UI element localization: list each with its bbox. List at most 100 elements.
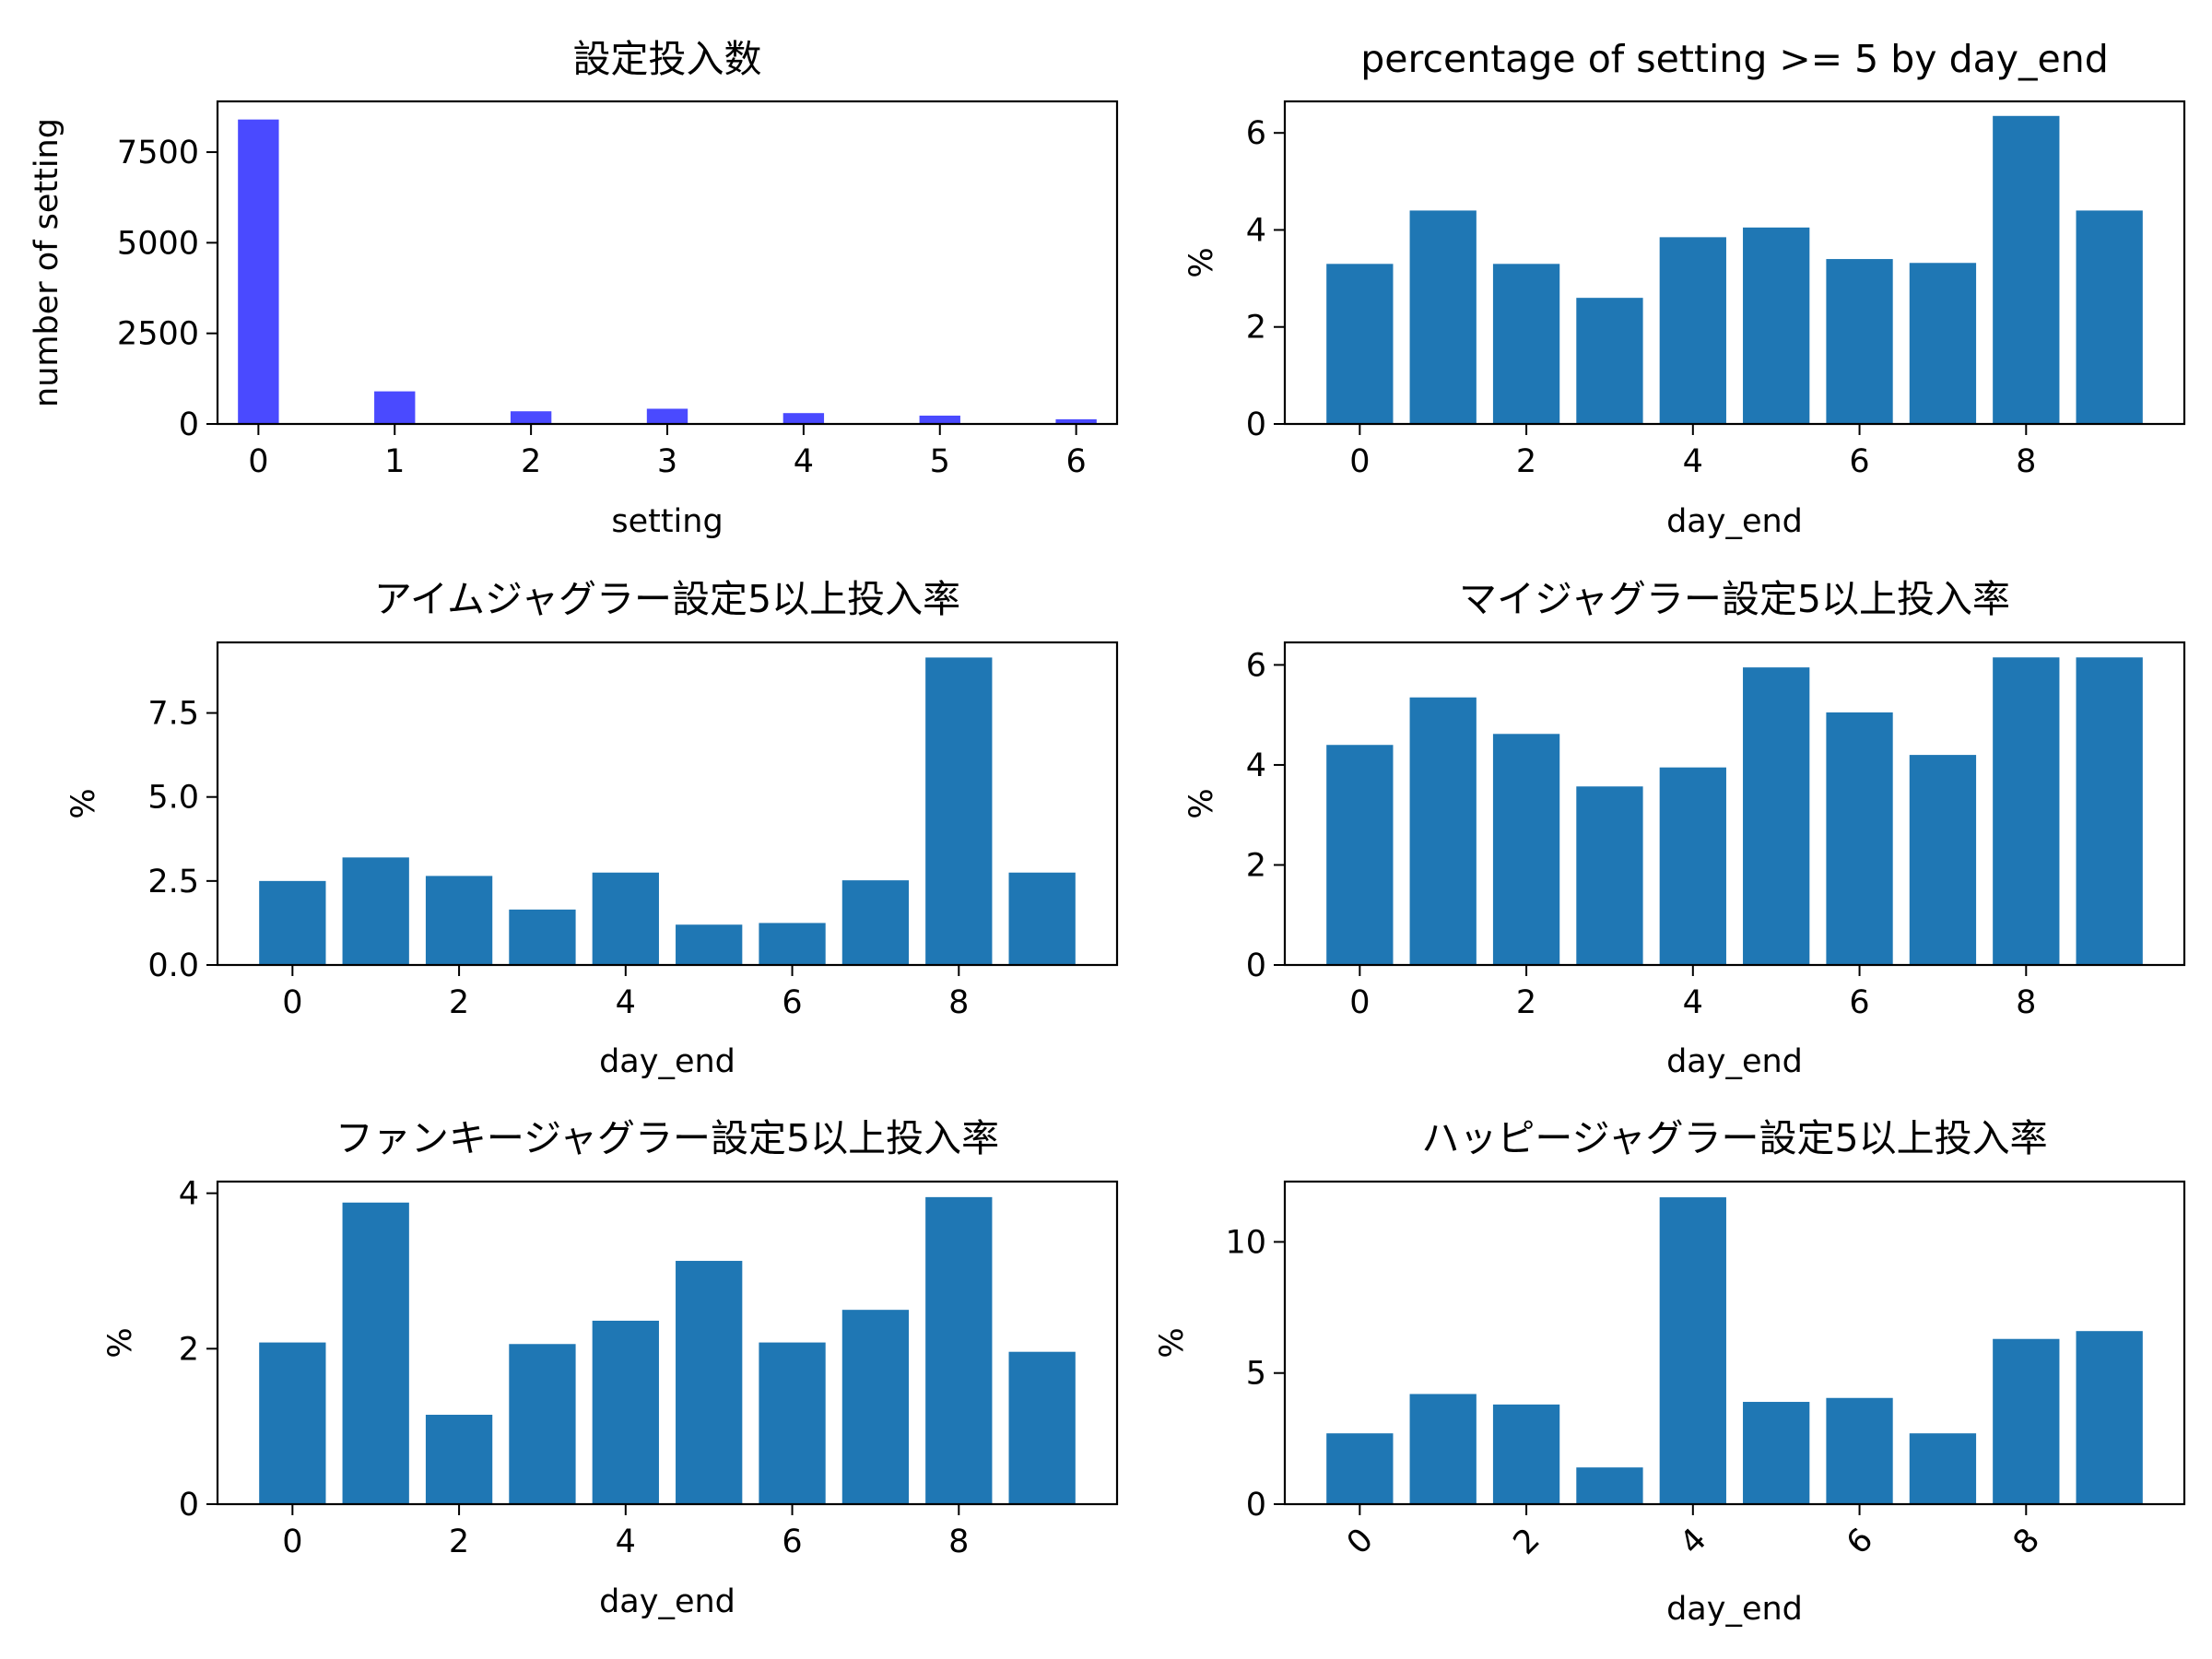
y-axis-label: % [102, 1327, 139, 1358]
x-axis-label: setting [611, 503, 723, 540]
bar [1409, 697, 1477, 965]
y-axis-ticks: 0 5 10 [1225, 1224, 1285, 1524]
y-axis-ticks: 0.0 2.5 5.0 7.5 [147, 696, 218, 984]
panel-title: マイジャグラー設定5以上投入率 [1459, 577, 2010, 621]
x-tick-label: 5 [930, 443, 950, 480]
x-tick-label: 6 [1849, 984, 1869, 1021]
x-tick-label: 2 [1507, 1522, 1547, 1562]
bar [1909, 755, 1977, 965]
x-tick-label: 0 [248, 443, 268, 480]
x-axis-ticks: 0 2 4 6 8 [1349, 424, 2036, 480]
y-tick-label: 0 [1246, 947, 1266, 984]
bar [2076, 1331, 2143, 1504]
y-axis-ticks: 0 2 4 6 [1246, 115, 1285, 443]
bar [1993, 115, 2060, 424]
bar [925, 657, 993, 965]
bar-group [238, 119, 1097, 425]
y-tick-label: 5.0 [147, 780, 199, 817]
bar [1826, 712, 1893, 965]
y-tick-label: 2500 [117, 316, 199, 353]
bar [1008, 1351, 1076, 1504]
x-tick-label: 4 [616, 1524, 636, 1560]
y-tick-label: 4 [1246, 212, 1266, 249]
y-tick-label: 7.5 [147, 696, 199, 733]
y-tick-label: 7500 [117, 135, 199, 171]
x-tick-label: 4 [1683, 443, 1703, 480]
bar [676, 924, 743, 965]
y-tick-label: 5000 [117, 225, 199, 262]
x-axis-label: day_end [599, 1583, 735, 1620]
bar-group [1326, 1197, 2143, 1504]
x-tick-label: 6 [1849, 443, 1869, 480]
x-axis-ticks: 0 2 4 6 8 [1340, 1504, 2047, 1562]
y-tick-label: 0 [179, 1487, 199, 1524]
y-axis-label: % [1183, 247, 1220, 277]
bar [592, 1320, 659, 1504]
y-tick-label: 2 [1246, 847, 1266, 884]
bar [425, 1415, 493, 1504]
x-tick-label: 2 [1516, 984, 1536, 1021]
bar [841, 880, 910, 965]
x-tick-label: 0 [282, 1524, 302, 1560]
y-tick-label: 0 [1246, 1487, 1266, 1524]
y-tick-label: 0.0 [147, 947, 199, 984]
bar [1993, 657, 2060, 965]
bar [1576, 298, 1643, 424]
x-tick-label: 6 [1065, 443, 1086, 480]
plot-frame [1283, 100, 2186, 426]
x-tick-label: 2 [449, 1524, 469, 1560]
panel-setting-count: 設定投入数 0 1 2 3 4 5 6 0 2500 5000 7500 setting numb… [29, 37, 1119, 540]
bar [1409, 1394, 1477, 1504]
plot-frame [1283, 641, 2186, 967]
y-axis-ticks: 0 2 4 [179, 1176, 218, 1524]
x-tick-label: 6 [1840, 1522, 1880, 1562]
x-tick-label: 1 [384, 443, 405, 480]
x-tick-label: 8 [948, 984, 969, 1021]
y-tick-label: 4 [179, 1176, 199, 1213]
plot-frame [216, 100, 1119, 426]
bar [1659, 237, 1726, 424]
x-tick-label: 0 [282, 984, 302, 1021]
bar [1576, 1467, 1643, 1504]
y-tick-label: 2 [179, 1331, 199, 1368]
y-axis-ticks: 0 2 4 6 [1246, 647, 1285, 984]
y-axis-label: % [65, 788, 102, 818]
x-tick-label: 2 [449, 984, 469, 1021]
x-tick-label: 0 [1349, 443, 1370, 480]
bar-group [259, 657, 1076, 965]
bar [1826, 1397, 1893, 1504]
bar [1826, 259, 1893, 424]
panel-im-juggler: アイムジャグラー設定5以上投入率 0 2 4 6 8 0.0 2.5 5.0 7.5 day_… [65, 577, 1119, 1080]
plot-frame [1283, 1180, 2186, 1506]
bar [782, 413, 825, 424]
x-axis-label: day_end [1666, 503, 1803, 540]
bar [1659, 767, 1726, 965]
panel-funky-juggler: ファンキージャグラー設定5以上投入率 0 2 4 6 8 0 2 4 day_end % [102, 1116, 1119, 1620]
panel-title: アイムジャグラー設定5以上投入率 [374, 577, 960, 621]
plot-frame [216, 641, 1119, 967]
y-tick-label: 0 [179, 406, 199, 443]
panel-my-juggler: マイジャグラー設定5以上投入率 0 2 4 6 8 0 2 4 6 day_end % [1183, 577, 2186, 1080]
bar [1993, 1338, 2060, 1504]
x-tick-label: 0 [1349, 984, 1370, 1021]
x-axis-label: day_end [1666, 1043, 1803, 1080]
x-axis-ticks: 0 1 2 3 4 5 6 [248, 424, 1087, 480]
x-tick-label: 4 [794, 443, 814, 480]
x-axis-ticks: 0 2 4 6 8 [282, 1504, 969, 1560]
y-tick-label: 4 [1246, 747, 1266, 784]
bar [759, 923, 826, 965]
x-axis-ticks: 0 2 4 6 8 [1349, 965, 2036, 1021]
x-tick-label: 4 [1683, 984, 1703, 1021]
bar [1743, 227, 1810, 424]
bar [1055, 418, 1097, 424]
y-axis-label: % [1154, 1327, 1191, 1358]
bar [2076, 210, 2143, 424]
bar [1326, 1433, 1394, 1504]
bar [259, 880, 326, 965]
y-tick-label: 6 [1246, 647, 1266, 684]
bar [925, 1196, 993, 1504]
bar [646, 408, 688, 424]
panel-percentage-overall: percentage of setting >= 5 by day_end 0 2… [1183, 37, 2186, 540]
x-tick-label: 4 [1674, 1522, 1714, 1562]
bar [592, 872, 659, 965]
